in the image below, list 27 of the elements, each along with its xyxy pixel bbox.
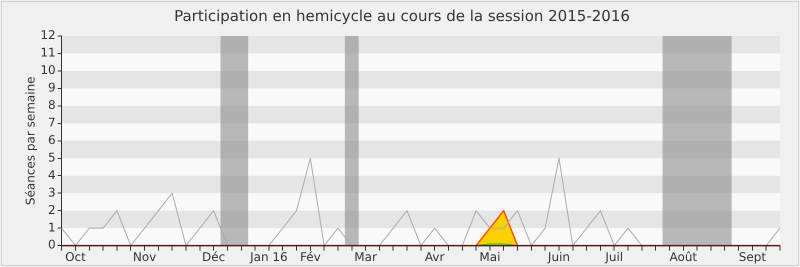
y-tick-label: 12 bbox=[40, 28, 56, 42]
x-tick-label: Juil bbox=[604, 250, 624, 264]
x-tick-label: Oct bbox=[65, 250, 86, 264]
x-tick-label: Jan 16 bbox=[249, 250, 288, 264]
y-tick-label: 3 bbox=[48, 185, 56, 200]
x-tick-label: Juin bbox=[546, 250, 570, 264]
x-tick-label: Mar bbox=[354, 250, 377, 264]
x-tick-label: Août bbox=[669, 250, 698, 264]
y-tick-label: 6 bbox=[48, 132, 56, 147]
y-tick-label: 2 bbox=[48, 202, 56, 217]
y-tick-label: 8 bbox=[48, 98, 56, 112]
x-tick-label: Sept bbox=[738, 250, 766, 264]
x-tick-label: Avr bbox=[424, 250, 444, 264]
y-tick-label: 5 bbox=[48, 150, 56, 164]
y-axis-title: Séances par semaine bbox=[23, 76, 38, 206]
y-tick-label: 7 bbox=[48, 115, 56, 130]
x-tick-label: Fév bbox=[300, 250, 321, 264]
y-tick-label: 0 bbox=[48, 238, 56, 252]
x-tick-label: Déc bbox=[202, 250, 226, 264]
x-tick-label: Nov bbox=[132, 250, 156, 264]
x-tick-label: Mai bbox=[479, 250, 500, 264]
y-tick-label: 9 bbox=[48, 80, 56, 95]
y-tick-label: 4 bbox=[48, 168, 56, 182]
y-tick-label: 1 bbox=[48, 220, 56, 234]
chart-title: Participation en hemicycle au cours de la session 2015-2016 bbox=[174, 6, 630, 25]
y-tick-label: 10 bbox=[40, 63, 56, 78]
y-tick-label: 11 bbox=[40, 46, 56, 60]
